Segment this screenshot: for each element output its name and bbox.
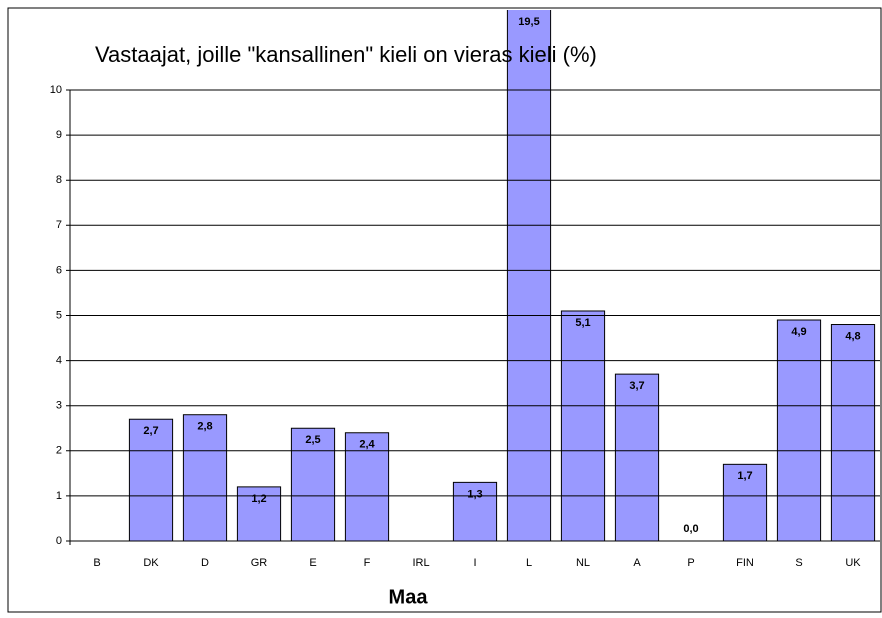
x-tick-label: IRL <box>412 557 429 569</box>
data-label: 1,2 <box>251 493 266 505</box>
y-tick-label: 8 <box>56 174 62 186</box>
y-tick-label: 7 <box>56 219 62 231</box>
y-tick-label: 10 <box>50 84 62 96</box>
data-label: 1,3 <box>467 488 482 500</box>
bar <box>614 373 660 542</box>
y-tick-label: 1 <box>56 490 62 502</box>
data-label: 0,0 <box>683 523 698 535</box>
bar <box>182 414 228 542</box>
data-label: 1,7 <box>737 470 752 482</box>
x-tick-label: B <box>93 557 100 569</box>
data-label: 19,5 <box>518 16 539 28</box>
y-tick-label: 3 <box>56 400 62 412</box>
y-tick-label: 4 <box>56 355 62 367</box>
data-label: 2,7 <box>143 425 158 437</box>
y-tick-label: 5 <box>56 309 62 321</box>
x-tick-label: S <box>795 557 802 569</box>
bar <box>722 463 768 542</box>
bar <box>830 324 876 542</box>
x-tick-label: L <box>526 557 532 569</box>
x-tick-label: D <box>201 557 209 569</box>
data-label: 2,8 <box>197 421 212 433</box>
bar <box>290 427 336 542</box>
x-tick-label: DK <box>143 557 159 569</box>
x-tick-label: F <box>364 557 371 569</box>
y-tick-label: 6 <box>56 264 62 276</box>
x-tick-label: GR <box>251 557 268 569</box>
bar <box>560 310 606 542</box>
x-tick-label: UK <box>845 557 861 569</box>
data-label: 4,8 <box>845 330 860 342</box>
chart-title: Vastaajat, joille "kansallinen" kieli on… <box>95 42 597 67</box>
x-tick-label: FIN <box>736 557 754 569</box>
data-label: 2,5 <box>305 434 320 446</box>
x-tick-label: E <box>309 557 316 569</box>
data-label: 4,9 <box>791 326 806 338</box>
x-tick-label: P <box>687 557 694 569</box>
data-label: 5,1 <box>575 317 590 329</box>
x-axis-label: Maa <box>389 586 429 608</box>
x-tick-label: I <box>473 557 476 569</box>
data-label: 2,4 <box>359 439 375 451</box>
x-tick-label: A <box>633 557 641 569</box>
bar <box>776 319 822 542</box>
data-label: 3,7 <box>629 380 644 392</box>
y-tick-label: 0 <box>56 535 62 547</box>
y-tick-label: 9 <box>56 129 62 141</box>
x-tick-label: NL <box>576 557 590 569</box>
y-tick-label: 2 <box>56 445 62 457</box>
bar <box>128 418 174 542</box>
bar <box>506 10 552 542</box>
